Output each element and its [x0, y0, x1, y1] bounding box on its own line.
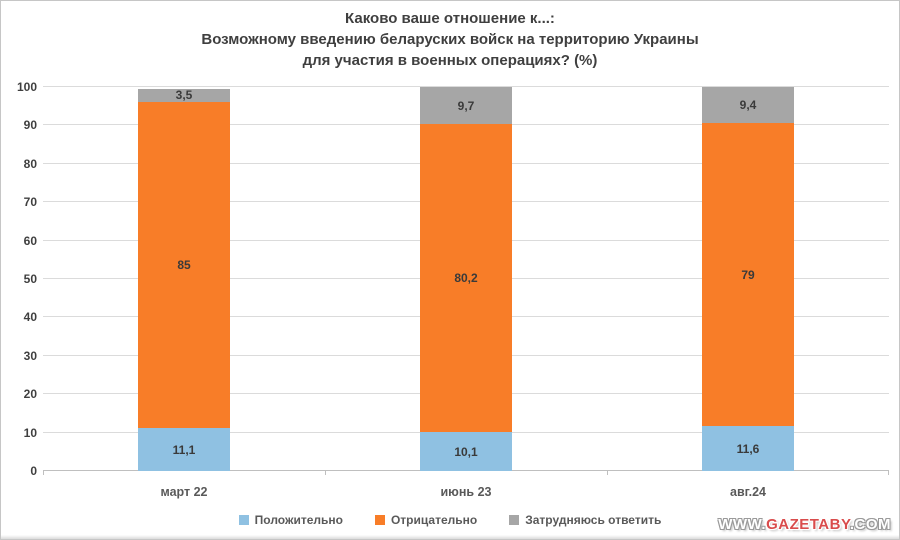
bar-value-label: 79: [741, 267, 755, 282]
x-axis-tick-0: [43, 471, 44, 475]
x-category-label-2: авг.24: [730, 485, 766, 499]
y-tick-label-80: 80: [23, 156, 37, 171]
bar-segment-авг.24-Отрицательно: 79: [702, 123, 794, 427]
x-axis-tick-1: [325, 471, 326, 475]
chart-title-line-2: Возможному введению беларуских войск на …: [201, 31, 699, 48]
y-tick-label-30: 30: [23, 348, 37, 363]
y-tick-label-0: 0: [30, 464, 37, 478]
y-tick-label-70: 70: [23, 195, 37, 210]
watermark-suffix: .COM: [849, 516, 891, 533]
bar-segment-июнь 23-Отрицательно: 80,2: [420, 124, 512, 433]
bar-segment-март 22-Затрудняюсь ответить: 3,5: [138, 88, 230, 103]
watermark: WWW.GAZETABY.COM: [718, 516, 891, 533]
gridline-100: [43, 86, 889, 87]
bar-value-label: 80,2: [454, 271, 478, 286]
bar-value-label: 9,4: [739, 98, 757, 113]
x-axis-tick-3: [888, 471, 889, 475]
bar-value-label: 3,5: [175, 88, 193, 103]
bar-segment-авг.24-Затрудняюсь ответить: 9,4: [702, 87, 794, 124]
y-tick-label-40: 40: [23, 310, 37, 325]
legend-label-1: Отрицательно: [390, 513, 478, 527]
plot-area: 11,1 85 3,5 10,1 80,2 9,7 11,6 79 9,4: [43, 86, 889, 475]
watermark-prefix: WWW.: [718, 516, 767, 533]
bar-value-label: 9,7: [457, 98, 475, 113]
legend-item-0: Положительно: [238, 513, 343, 527]
legend-swatch-1: [374, 515, 385, 525]
chart-title-line-3: для участия в военных операциях? (%): [302, 52, 598, 69]
watermark-brand: GAZETABY: [766, 516, 850, 533]
legend-item-2: Затрудняюсь ответить: [509, 513, 661, 527]
x-category-label-0: март 22: [160, 485, 208, 499]
legend-label-2: Затрудняюсь ответить: [525, 513, 662, 527]
bar-value-label: 85: [177, 258, 191, 273]
legend-label-0: Положительно: [254, 513, 343, 527]
y-tick-label-10: 10: [23, 425, 37, 440]
bar-segment-июнь 23-Положительно: 10,1: [420, 432, 512, 471]
y-tick-label-60: 60: [23, 233, 37, 248]
bar-segment-авг.24-Положительно: 11,6: [702, 426, 794, 471]
chart-legend: Положительно Отрицательно Затрудняюсь отве…: [1, 513, 899, 527]
bar-value-label: 10,1: [454, 444, 478, 459]
legend-swatch-0: [238, 515, 249, 525]
legend-item-1: Отрицательно: [374, 513, 478, 527]
bar-value-label: 11,6: [736, 441, 760, 456]
chart-title: Каково ваше отношение к...: Возможному в…: [1, 8, 899, 71]
y-tick-label-20: 20: [23, 387, 37, 402]
x-axis-tick-2: [607, 471, 608, 475]
legend-swatch-2: [509, 515, 520, 525]
bar-segment-март 22-Положительно: 11,1: [138, 428, 230, 471]
bar-value-label: 11,1: [172, 442, 196, 457]
y-tick-label-90: 90: [23, 118, 37, 133]
y-tick-label-100: 100: [16, 80, 37, 94]
x-category-label-1: июнь 23: [440, 485, 492, 499]
bar-segment-март 22-Отрицательно: 85: [138, 102, 230, 429]
chart-title-line-1: Каково ваше отношение к...:: [345, 10, 555, 27]
y-tick-label-50: 50: [23, 272, 37, 286]
bar-segment-июнь 23-Затрудняюсь ответить: 9,7: [420, 87, 512, 125]
